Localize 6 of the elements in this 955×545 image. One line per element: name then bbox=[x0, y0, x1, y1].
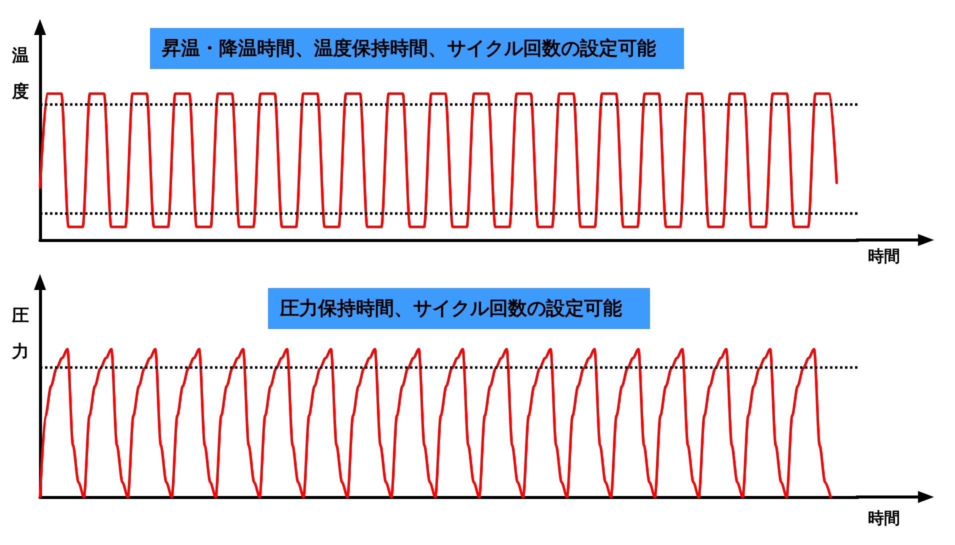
chart-title: 昇温・降温時間、温度保持時間、サイクル回数の設定可能 bbox=[161, 38, 656, 60]
y-axis-title: 圧力 bbox=[11, 306, 29, 362]
x-axis-title: 時間 bbox=[868, 246, 900, 266]
x-axis-title: 時間 bbox=[868, 508, 900, 528]
chart-title: 圧力保持時間、サイクル回数の設定可能 bbox=[279, 298, 622, 320]
y-axis-title: 温度 bbox=[11, 46, 29, 102]
